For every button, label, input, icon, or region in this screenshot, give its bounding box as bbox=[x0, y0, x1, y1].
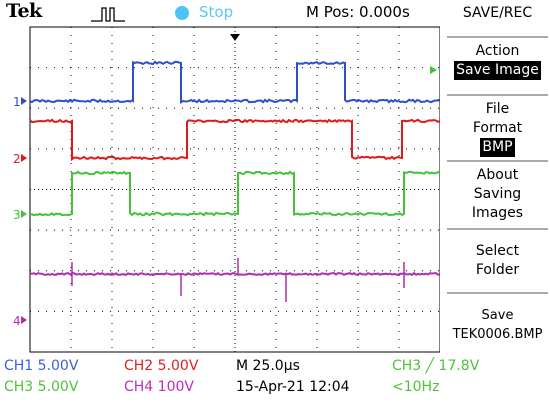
menu-item-about-saving-images[interactable]: About Saving Images bbox=[447, 166, 548, 223]
run-state-icon bbox=[175, 6, 189, 20]
menu-item-label: Format bbox=[472, 120, 523, 136]
date-time: 15-Apr-21 12:04 bbox=[236, 379, 350, 395]
menu-item-label: Saving bbox=[473, 186, 522, 202]
menu-item-value: BMP bbox=[480, 138, 515, 157]
menu-item-action[interactable]: Action Save Image bbox=[447, 42, 548, 80]
menu-separator bbox=[447, 94, 548, 96]
ch2-waveform bbox=[29, 118, 440, 162]
menu-item-label: Folder bbox=[475, 262, 520, 278]
menu-item-value: Save Image bbox=[454, 61, 541, 80]
menu-item-label: Select bbox=[475, 243, 520, 259]
channel-marker-label: 4 bbox=[13, 314, 21, 328]
ch4-waveform bbox=[29, 271, 440, 277]
menu-item-select-folder[interactable]: Select Folder bbox=[447, 242, 548, 280]
ch3-scale: CH3 5.00V bbox=[4, 379, 79, 395]
ch3-waveform bbox=[29, 170, 440, 217]
menu-item-file-format[interactable]: File Format BMP bbox=[447, 100, 548, 157]
waveforms bbox=[29, 60, 440, 302]
trigger-level-marker bbox=[430, 66, 437, 74]
ch1-waveform bbox=[29, 60, 440, 104]
brand-logo: Tek bbox=[6, 0, 42, 22]
trigger-readout: CH3 ╱ 17.8V bbox=[392, 358, 480, 374]
menu-item-label: File bbox=[485, 101, 510, 117]
ch1-scale: CH1 5.00V bbox=[4, 358, 79, 374]
timebase: M 25.0µs bbox=[236, 358, 300, 374]
trigger-frequency: <10Hz bbox=[392, 379, 440, 395]
menu-item-label: Save bbox=[481, 308, 514, 323]
channel-marker-arrow-icon bbox=[21, 316, 27, 324]
menu-item-label: Action bbox=[475, 43, 520, 59]
horizontal-position: M Pos: 0.000s bbox=[306, 3, 410, 21]
menu-separator bbox=[447, 160, 548, 162]
channel-markers: 1 2 3 4 bbox=[13, 95, 27, 328]
ch2-scale: CH2 5.00V bbox=[124, 358, 199, 374]
ch4-scale: CH4 100V bbox=[124, 379, 194, 395]
channel-marker-arrow-icon bbox=[21, 154, 27, 162]
menu-item-label: Images bbox=[471, 205, 524, 221]
status-bar: Tek Stop M Pos: 0.000s bbox=[0, 0, 440, 26]
menu-separator bbox=[447, 36, 548, 38]
menu-separator bbox=[447, 228, 548, 230]
waveform-display: 1 2 3 4 bbox=[13, 26, 440, 353]
menu-item-label: TEK0006.BMP bbox=[452, 327, 543, 342]
graticule-grid bbox=[30, 27, 440, 352]
channel-marker-label: 2 bbox=[13, 152, 21, 166]
menu-item-save[interactable]: Save TEK0006.BMP bbox=[447, 306, 548, 344]
run-state: Stop bbox=[199, 3, 234, 21]
trigger-pulse-icon bbox=[91, 7, 125, 22]
trigger-position-marker bbox=[230, 34, 240, 41]
channel-marker-label: 3 bbox=[13, 208, 21, 222]
channel-marker-arrow-icon bbox=[21, 210, 27, 218]
menu-separator bbox=[447, 292, 548, 294]
menu-item-label: About bbox=[476, 167, 519, 183]
side-menu: SAVE/REC Action Save Image File Format B… bbox=[445, 0, 550, 352]
channel-marker-label: 1 bbox=[13, 95, 21, 109]
channel-marker-arrow-icon bbox=[21, 97, 27, 105]
menu-title: SAVE/REC bbox=[462, 5, 533, 21]
